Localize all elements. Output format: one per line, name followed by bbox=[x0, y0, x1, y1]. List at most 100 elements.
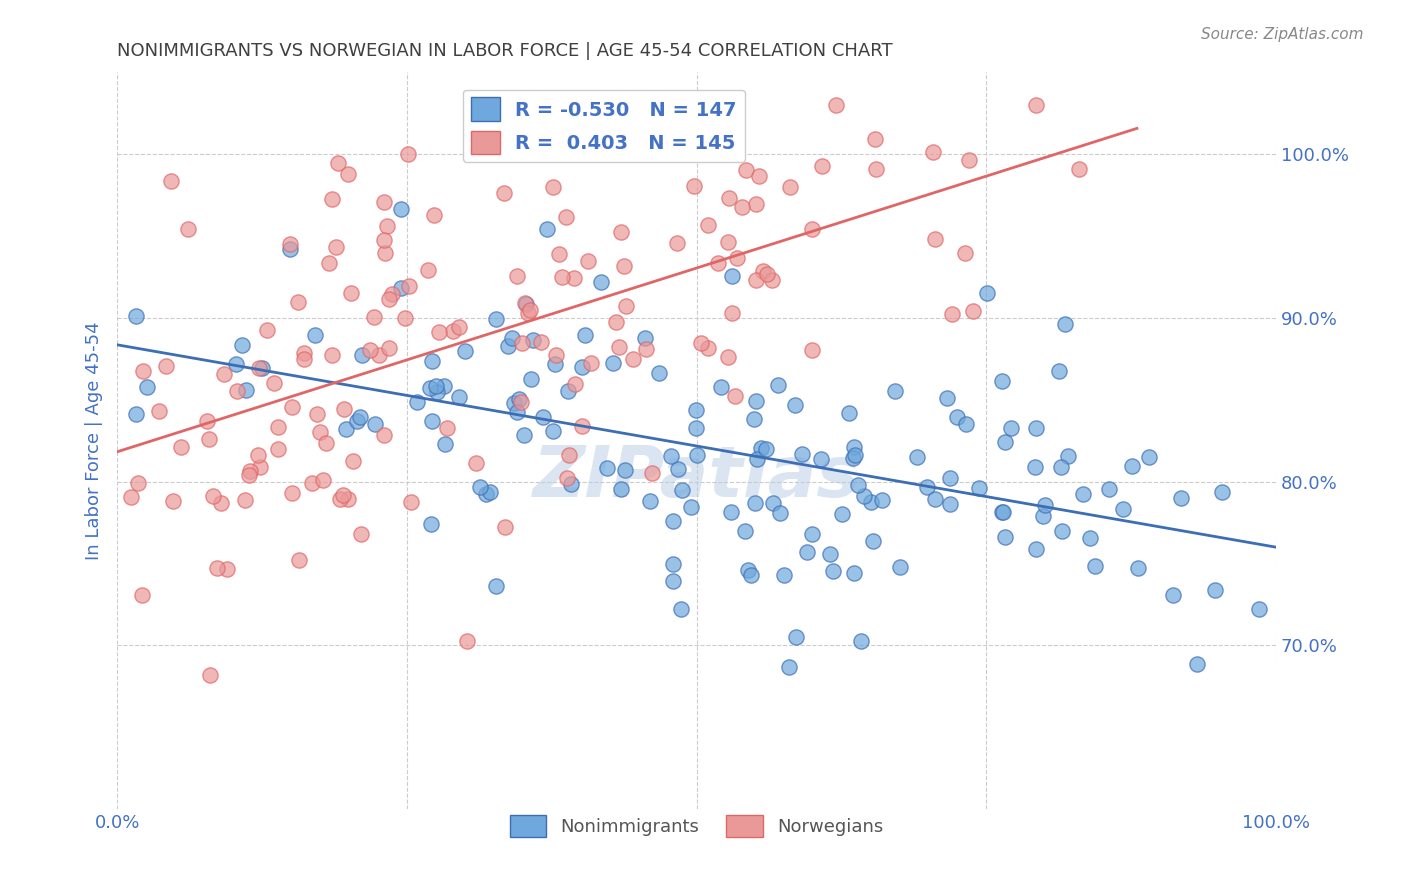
Nonimmigrants bbox=[744, 496, 766, 510]
Norwegians bbox=[721, 306, 744, 320]
Norwegians bbox=[579, 356, 602, 370]
Nonimmigrants bbox=[420, 517, 443, 532]
Nonimmigrants bbox=[1025, 542, 1047, 557]
Norwegians bbox=[544, 348, 567, 362]
Norwegians bbox=[551, 269, 574, 284]
Norwegians bbox=[177, 221, 200, 235]
Norwegians bbox=[312, 473, 335, 487]
Norwegians bbox=[541, 180, 564, 194]
Norwegians bbox=[962, 304, 984, 318]
Nonimmigrants bbox=[1163, 589, 1185, 603]
Norwegians bbox=[292, 351, 315, 366]
Norwegians bbox=[752, 264, 775, 278]
Nonimmigrants bbox=[785, 630, 807, 644]
Nonimmigrants bbox=[810, 452, 832, 467]
Nonimmigrants bbox=[447, 390, 470, 404]
Nonimmigrants bbox=[936, 391, 959, 405]
Nonimmigrants bbox=[574, 328, 596, 343]
Nonimmigrants bbox=[967, 482, 990, 496]
Norwegians bbox=[706, 256, 728, 270]
Norwegians bbox=[609, 340, 631, 354]
Nonimmigrants bbox=[685, 448, 707, 462]
Norwegians bbox=[381, 287, 404, 301]
Norwegians bbox=[666, 236, 689, 251]
Nonimmigrants bbox=[751, 441, 773, 455]
Nonimmigrants bbox=[1071, 487, 1094, 501]
Nonimmigrants bbox=[946, 409, 969, 424]
Norwegians bbox=[170, 440, 193, 454]
Nonimmigrants bbox=[531, 409, 554, 424]
Nonimmigrants bbox=[433, 437, 456, 451]
Nonimmigrants bbox=[335, 422, 357, 436]
Nonimmigrants bbox=[453, 343, 475, 358]
Norwegians bbox=[162, 494, 184, 508]
Norwegians bbox=[683, 179, 706, 194]
Norwegians bbox=[359, 343, 381, 357]
Nonimmigrants bbox=[662, 514, 685, 528]
Nonimmigrants bbox=[1050, 524, 1073, 538]
Norwegians bbox=[399, 495, 422, 509]
Norwegians bbox=[287, 294, 309, 309]
Norwegians bbox=[373, 428, 395, 442]
Nonimmigrants bbox=[648, 366, 671, 380]
Nonimmigrants bbox=[1031, 509, 1053, 524]
Norwegians bbox=[367, 348, 389, 362]
Norwegians bbox=[811, 160, 834, 174]
Norwegians bbox=[301, 476, 323, 491]
Norwegians bbox=[465, 98, 488, 112]
Norwegians bbox=[513, 295, 536, 310]
Norwegians bbox=[725, 251, 748, 265]
Norwegians bbox=[340, 285, 363, 300]
Nonimmigrants bbox=[915, 480, 938, 494]
Nonimmigrants bbox=[506, 405, 529, 419]
Nonimmigrants bbox=[1170, 491, 1192, 506]
Norwegians bbox=[564, 376, 586, 391]
Norwegians bbox=[941, 307, 963, 321]
Norwegians bbox=[865, 161, 887, 176]
Nonimmigrants bbox=[1121, 458, 1143, 473]
Norwegians bbox=[427, 326, 450, 340]
Norwegians bbox=[321, 192, 343, 206]
Norwegians bbox=[305, 407, 328, 421]
Norwegians bbox=[605, 315, 627, 329]
Nonimmigrants bbox=[613, 462, 636, 476]
Norwegians bbox=[256, 323, 278, 337]
Nonimmigrants bbox=[1187, 657, 1209, 672]
Nonimmigrants bbox=[304, 327, 326, 342]
Nonimmigrants bbox=[853, 489, 876, 503]
Norwegians bbox=[800, 343, 823, 358]
Norwegians bbox=[239, 464, 262, 478]
Nonimmigrants bbox=[884, 384, 907, 398]
Norwegians bbox=[614, 299, 637, 313]
Norwegians bbox=[711, 98, 734, 112]
Norwegians bbox=[516, 306, 538, 320]
Nonimmigrants bbox=[470, 480, 492, 494]
Nonimmigrants bbox=[560, 476, 582, 491]
Nonimmigrants bbox=[661, 450, 683, 464]
Nonimmigrants bbox=[1080, 532, 1102, 546]
Norwegians bbox=[748, 169, 770, 183]
Nonimmigrants bbox=[991, 505, 1014, 519]
Nonimmigrants bbox=[634, 331, 657, 345]
Norwegians bbox=[955, 245, 977, 260]
Norwegians bbox=[131, 588, 153, 602]
Norwegians bbox=[779, 179, 801, 194]
Norwegians bbox=[555, 471, 578, 485]
Nonimmigrants bbox=[426, 384, 449, 399]
Nonimmigrants bbox=[745, 452, 768, 467]
Norwegians bbox=[373, 194, 395, 209]
Norwegians bbox=[209, 496, 232, 510]
Text: NONIMMIGRANTS VS NORWEGIAN IN LABOR FORCE | AGE 45-54 CORRELATION CHART: NONIMMIGRANTS VS NORWEGIAN IN LABOR FORC… bbox=[117, 42, 893, 60]
Norwegians bbox=[326, 156, 349, 170]
Nonimmigrants bbox=[1050, 460, 1073, 475]
Norwegians bbox=[609, 225, 631, 239]
Nonimmigrants bbox=[710, 380, 733, 394]
Nonimmigrants bbox=[350, 348, 373, 362]
Norwegians bbox=[198, 668, 221, 682]
Norwegians bbox=[924, 232, 946, 246]
Norwegians bbox=[690, 335, 713, 350]
Norwegians bbox=[342, 453, 364, 467]
Nonimmigrants bbox=[818, 548, 841, 562]
Nonimmigrants bbox=[225, 357, 247, 371]
Norwegians bbox=[578, 254, 600, 268]
